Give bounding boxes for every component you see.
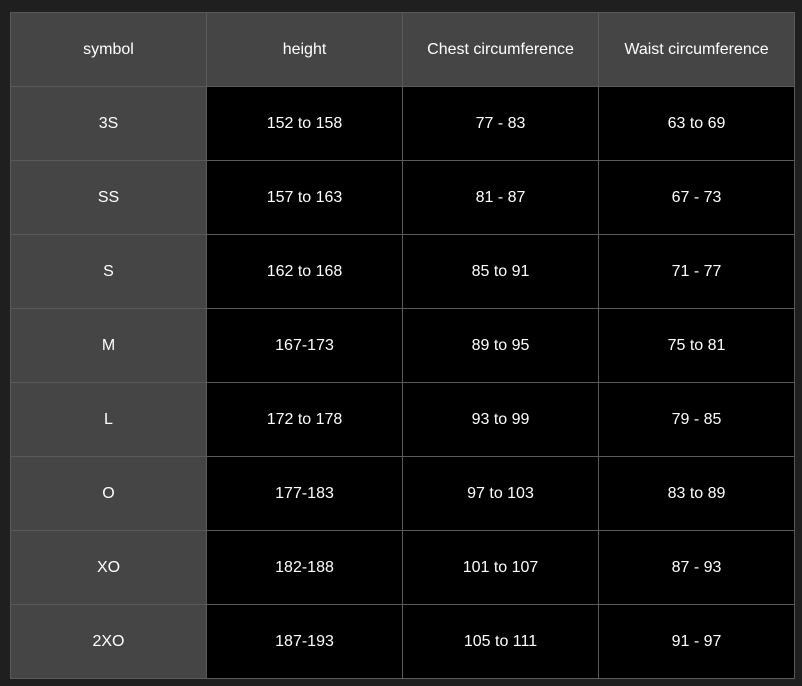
table-cell: 172 to 178: [206, 382, 403, 457]
table-cell: 83 to 89: [598, 456, 795, 531]
table-cell: 177-183: [206, 456, 403, 531]
table-cell: 81 - 87: [402, 160, 599, 235]
size-table-wrap: symbol height Chest circumference Waist cir…: [10, 12, 795, 679]
size-symbol-cell: 2XO: [10, 604, 207, 679]
table-cell: 105 to 111: [402, 604, 599, 679]
size-symbol-cell: M: [10, 308, 207, 383]
table-row: M 167-173 89 to 95 75 to 81: [10, 308, 795, 383]
table-row: SS 157 to 163 81 - 87 67 - 73: [10, 160, 795, 235]
header-cell: Waist circumference: [598, 12, 795, 87]
table-cell: 101 to 107: [402, 530, 599, 605]
table-cell: 152 to 158: [206, 86, 403, 161]
table-cell: 182-188: [206, 530, 403, 605]
header-cell: symbol: [10, 12, 207, 87]
table-cell: 87 - 93: [598, 530, 795, 605]
table-cell: 77 - 83: [402, 86, 599, 161]
table-cell: 97 to 103: [402, 456, 599, 531]
table-cell: 79 - 85: [598, 382, 795, 457]
size-symbol-cell: O: [10, 456, 207, 531]
table-head: symbol height Chest circumference Waist cir…: [10, 12, 795, 87]
table-row: O 177-183 97 to 103 83 to 89: [10, 456, 795, 531]
table-cell: 162 to 168: [206, 234, 403, 309]
size-symbol-cell: S: [10, 234, 207, 309]
table-cell: 93 to 99: [402, 382, 599, 457]
table-cell: 67 - 73: [598, 160, 795, 235]
table-row: 2XO 187-193 105 to 111 91 - 97: [10, 604, 795, 679]
size-symbol-cell: 3S: [10, 86, 207, 161]
header-cell: height: [206, 12, 403, 87]
size-table: symbol height Chest circumference Waist cir…: [10, 12, 795, 679]
size-symbol-cell: SS: [10, 160, 207, 235]
table-cell: 89 to 95: [402, 308, 599, 383]
table-row: S 162 to 168 85 to 91 71 - 77: [10, 234, 795, 309]
header-cell: Chest circumference: [402, 12, 599, 87]
size-symbol-cell: L: [10, 382, 207, 457]
table-cell: 167-173: [206, 308, 403, 383]
table-cell: 75 to 81: [598, 308, 795, 383]
size-symbol-cell: XO: [10, 530, 207, 605]
table-cell: 71 - 77: [598, 234, 795, 309]
table-cell: 63 to 69: [598, 86, 795, 161]
table-cell: 157 to 163: [206, 160, 403, 235]
table-cell: 91 - 97: [598, 604, 795, 679]
table-row: 3S 152 to 158 77 - 83 63 to 69: [10, 86, 795, 161]
table-cell: 187-193: [206, 604, 403, 679]
table-row: L 172 to 178 93 to 99 79 - 85: [10, 382, 795, 457]
table-body: 3S 152 to 158 77 - 83 63 to 69 SS 157 to 163 8…: [10, 86, 795, 679]
header-row: symbol height Chest circumference Waist cir…: [10, 12, 795, 87]
table-row: XO 182-188 101 to 107 87 - 93: [10, 530, 795, 605]
table-cell: 85 to 91: [402, 234, 599, 309]
